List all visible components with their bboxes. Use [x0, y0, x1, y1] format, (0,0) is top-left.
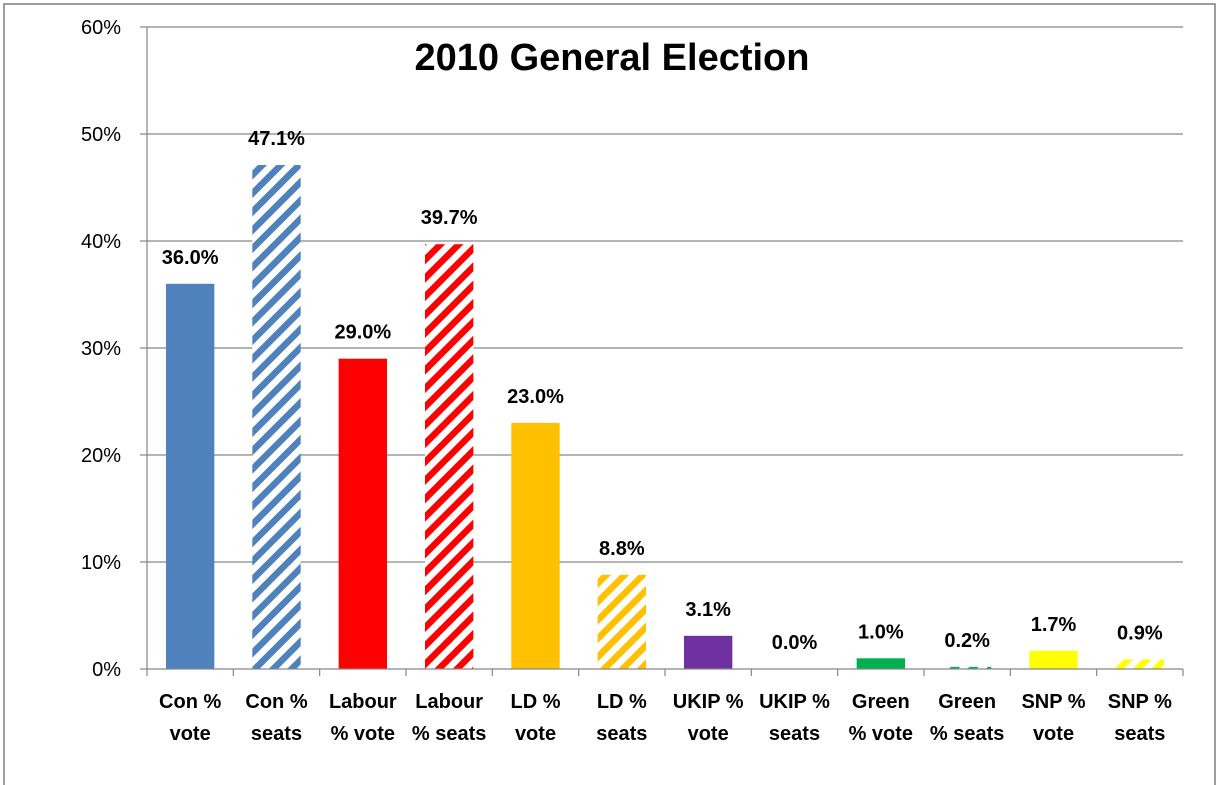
data-label-6: 3.1% [685, 599, 731, 621]
category-label-0: Con % vote [159, 691, 221, 745]
category-label-6: UKIP % vote [673, 691, 744, 745]
y-tick-label: 30% [81, 338, 121, 360]
gridlines [147, 26, 1183, 563]
data-label-3: 39.7% [421, 207, 478, 229]
data-label-2: 29.0% [334, 322, 391, 344]
bar-6 [683, 635, 733, 669]
data-label-0: 36.0% [162, 247, 219, 269]
data-label-9: 0.2% [944, 630, 990, 652]
data-label-11: 0.9% [1117, 622, 1163, 644]
category-label-11: SNP % seats [1108, 691, 1172, 745]
category-labels: Con % vote Con % seats Labour% vote Labour% s… [159, 691, 1172, 745]
category-label-8: Green% vote [849, 691, 913, 745]
data-label-8: 1.0% [858, 621, 904, 643]
y-tick-label: 10% [81, 552, 121, 574]
y-tick-label: 50% [81, 124, 121, 146]
data-label-5: 8.8% [599, 538, 645, 560]
y-tick-label: 0% [92, 659, 121, 681]
category-label-5: LD % seats [596, 691, 647, 745]
data-label-1: 47.1% [248, 128, 305, 150]
category-label-4: LD % vote [511, 691, 561, 745]
bar-9 [942, 666, 992, 669]
category-label-3: Labour% seats [412, 691, 487, 745]
y-tick-label: 20% [81, 445, 121, 467]
category-label-1: Con % seats [245, 691, 307, 745]
bar-3 [424, 244, 474, 669]
y-tick-label: 40% [81, 231, 121, 253]
chart-border [3, 3, 1216, 785]
bar-2 [338, 358, 388, 669]
bar-10 [1029, 650, 1078, 669]
bar-1 [252, 165, 301, 669]
category-label-2: Labour% vote [329, 691, 397, 745]
category-label-9: Green% seats [930, 691, 1005, 745]
data-label-4: 23.0% [507, 386, 564, 408]
bar-5 [597, 574, 647, 669]
bar-4 [511, 422, 560, 669]
chart-title: 2010 General Election [415, 37, 810, 79]
data-label-7: 0.0% [772, 632, 818, 654]
data-label-10: 1.7% [1031, 614, 1077, 636]
bar-11 [1115, 659, 1165, 669]
category-label-7: UKIP % seats [759, 691, 830, 745]
bars [165, 165, 1165, 669]
data-labels: 36.0% 47.1% 29.0% 39.7% 23.0% 8.8% 3.1% 0.0% 1.0… [162, 128, 1163, 654]
y-axis-ticks: 0% 10% 20% 30% 40% 50% 60% [81, 17, 147, 681]
y-tick-label: 60% [81, 17, 121, 39]
bar-0 [165, 283, 215, 669]
axes [146, 27, 1184, 676]
bar-8 [856, 658, 906, 669]
category-label-10: SNP % vote [1021, 691, 1085, 745]
